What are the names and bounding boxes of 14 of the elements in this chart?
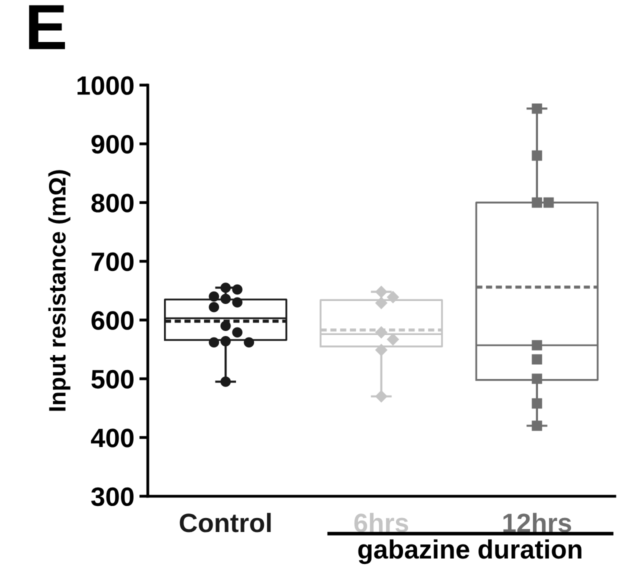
x-tick-label: 6hrs (354, 512, 408, 532)
y-tick-label: 1000 (78, 76, 134, 95)
y-axis-title: Input resistance (mΩ) (48, 170, 70, 411)
y-tick-label: 600 (92, 311, 134, 330)
y-tick-label: 800 (91, 194, 134, 212)
y-tick-label: 500 (91, 370, 134, 389)
y-tick-label: 900 (91, 134, 134, 154)
y-tick-label: 300 (91, 487, 134, 506)
x-tick-label: Control (180, 512, 271, 532)
text: E (29, 5, 65, 50)
text: gabazine duration (358, 539, 582, 564)
y-tick-label: 400 (90, 428, 134, 448)
x-tick-label: 12hrs (503, 512, 572, 532)
y-tick-label: 700 (92, 252, 134, 272)
